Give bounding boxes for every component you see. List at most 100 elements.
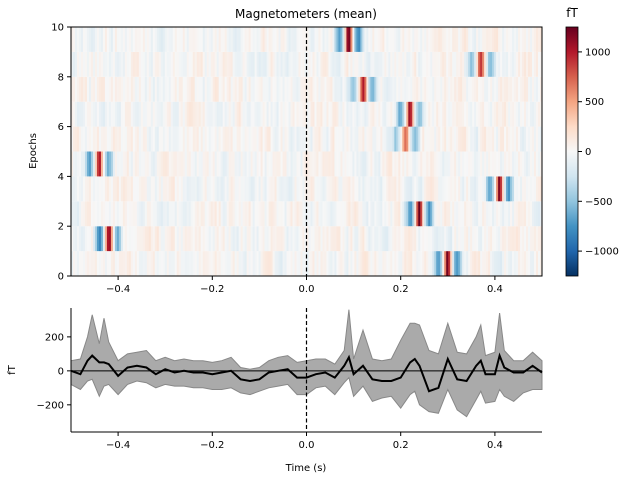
heatmap-cell	[386, 76, 389, 102]
heatmap-cell	[234, 126, 238, 152]
heatmap-cell	[538, 101, 541, 127]
heatmap-cell	[436, 76, 439, 102]
heatmap-cell	[342, 101, 345, 127]
heatmap-cell	[172, 176, 176, 202]
heatmap-cell	[410, 126, 413, 152]
heatmap-cell	[398, 176, 401, 202]
heatmap-cell	[446, 27, 449, 52]
heatmap-cell	[468, 201, 471, 227]
heatmap-cell	[330, 251, 333, 276]
heatmap-cell	[504, 126, 507, 152]
heatmap-cell	[474, 51, 477, 77]
heatmap-cell	[448, 226, 451, 252]
heatmap-cell	[520, 176, 523, 202]
heatmap-cell	[396, 76, 399, 102]
heatmap-cell	[422, 226, 425, 252]
heatmap-cell	[126, 76, 130, 102]
heatmap-cell	[348, 101, 351, 127]
heatmap-cell	[470, 201, 473, 227]
heatmap-cell	[148, 151, 152, 177]
heatmap-cell	[226, 126, 230, 152]
heatmap-cell	[404, 51, 407, 77]
heatmap-cell	[300, 176, 303, 202]
heatmap-cell	[490, 201, 493, 227]
heatmap-cell	[476, 226, 479, 252]
heatmap-cell	[434, 76, 437, 102]
heatmap-cell	[296, 226, 299, 252]
heatmap-cell	[196, 226, 200, 252]
heatmap-cell	[302, 76, 305, 102]
heatmap-cell	[476, 51, 479, 77]
heatmap-cell	[510, 201, 513, 227]
heatmap-cell	[104, 226, 108, 252]
heatmap-cell	[268, 226, 271, 252]
heatmap-cell	[504, 201, 507, 227]
heatmap-cell	[426, 126, 429, 152]
heatmap-cell	[350, 151, 353, 177]
heatmap-cell	[172, 226, 176, 252]
heatmap-cell	[390, 27, 393, 52]
heatmap-cell	[254, 151, 258, 177]
heatmap-cell	[508, 101, 511, 127]
heatmap-cell	[334, 101, 337, 127]
heatmap-cell	[116, 51, 120, 77]
heatmap-cell	[536, 101, 539, 127]
heatmap-cell	[86, 226, 90, 252]
heatmap-cell	[294, 101, 297, 127]
heatmap-cell	[250, 76, 254, 102]
heatmap-cell	[534, 251, 537, 276]
heatmap-cell	[254, 51, 258, 77]
heatmap-cell	[538, 201, 541, 227]
heatmap-cell	[458, 27, 461, 52]
heatmap-cell	[124, 101, 128, 127]
heatmap-cell	[73, 126, 76, 152]
heatmap-cell	[402, 251, 405, 276]
heatmap-cell	[188, 226, 192, 252]
heatmap-cell	[150, 201, 154, 227]
heatmap-cell	[216, 126, 220, 152]
heatmap-cell	[172, 76, 176, 102]
heatmap-cell	[474, 76, 477, 102]
heatmap-cell	[266, 201, 269, 227]
heatmap-cell	[314, 101, 317, 127]
heatmap-cell	[518, 201, 521, 227]
heatmap-cell	[222, 176, 226, 202]
heatmap-cell	[212, 101, 216, 127]
heatmap-cell	[498, 126, 501, 152]
heatmap-cell	[504, 76, 507, 102]
heatmap-cell	[312, 126, 315, 152]
heatmap-cell	[294, 51, 297, 77]
heatmap-cell	[78, 27, 82, 52]
heatmap-cell	[158, 126, 162, 152]
heatmap-cell	[440, 151, 443, 177]
heatmap-cell	[398, 251, 401, 276]
heatmap-cell	[304, 76, 307, 102]
heatmap-cell	[212, 251, 216, 276]
heatmap-cell	[344, 51, 347, 77]
heatmap-cell	[538, 51, 541, 77]
heatmap-cell	[94, 27, 98, 52]
heatmap-cell	[412, 51, 415, 77]
heatmap-cell	[76, 226, 80, 252]
heatmap-cell	[310, 201, 313, 227]
x-tick-label: 0.2	[393, 440, 409, 451]
heatmap-cell	[184, 151, 188, 177]
x-tick-label: 0.2	[393, 284, 409, 295]
heatmap-cell	[84, 151, 88, 177]
heatmap-cell	[71, 51, 74, 77]
heatmap-cell	[178, 251, 182, 276]
heatmap-cell	[334, 226, 337, 252]
heatmap-cell	[304, 176, 307, 202]
heatmap-cell	[106, 51, 110, 77]
heatmap-cell	[516, 201, 519, 227]
heatmap-cell	[404, 251, 407, 276]
heatmap-cell	[526, 126, 529, 152]
heatmap-cell	[106, 126, 110, 152]
heatmap-cell	[434, 251, 437, 276]
heatmap-cell	[250, 176, 254, 202]
heatmap-cell	[198, 251, 202, 276]
heatmap-cell	[232, 176, 236, 202]
heatmap-cell	[524, 251, 527, 276]
heatmap-cell	[330, 76, 333, 102]
